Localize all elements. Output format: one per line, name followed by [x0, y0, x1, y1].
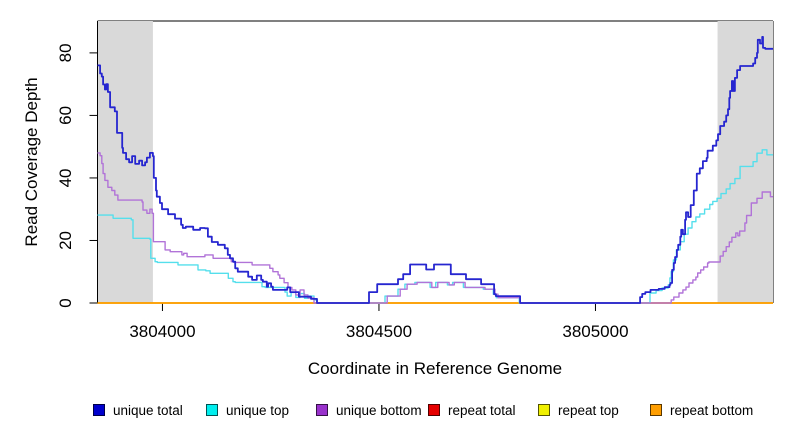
- y-axis-title: Read Coverage Depth: [22, 77, 41, 246]
- legend-item-repeat-bottom: repeat bottom: [650, 401, 753, 419]
- legend-item-unique-total: unique total: [93, 401, 183, 419]
- legend-item-unique-top: unique top: [206, 401, 289, 419]
- legend-label: repeat bottom: [670, 402, 754, 418]
- repeat-region-band: [97, 21, 153, 303]
- legend-item-unique-bottom: unique bottom: [316, 401, 422, 419]
- x-tick-label: 3804000: [129, 322, 195, 341]
- legend-swatch-icon: [316, 404, 328, 416]
- legend-label: repeat total: [448, 402, 516, 418]
- coverage-plot-canvas: 3804000 3804500 3805000 0 20 40 60 80 Coordinat…: [22, 20, 774, 378]
- x-axis-title: Coordinate in Reference Genome: [308, 359, 562, 378]
- repeat-region-band: [717, 21, 773, 303]
- x-tick-label: 3805000: [562, 322, 628, 341]
- legend-swatch-icon: [206, 404, 218, 416]
- legend-label: unique total: [113, 402, 183, 418]
- legend-swatch-icon: [538, 404, 550, 416]
- series-line-unique-bottom: [97, 152, 773, 304]
- y-tick-label: 80: [56, 43, 75, 62]
- series-line-unique-total: [97, 36, 773, 304]
- legend-label: unique top: [226, 402, 290, 418]
- plot-layers: 3804000 3804500 3805000 0 20 40 60 80: [56, 20, 774, 341]
- legend-item-repeat-top: repeat top: [538, 401, 619, 419]
- legend-swatch-icon: [428, 404, 440, 416]
- y-tick-label: 60: [56, 106, 75, 125]
- y-tick-label: 40: [56, 168, 75, 187]
- legend-swatch-icon: [650, 404, 662, 416]
- legend-swatch-icon: [93, 404, 105, 416]
- y-tick-label: 20: [56, 231, 75, 250]
- legend-item-repeat-total: repeat total: [428, 401, 516, 419]
- x-tick-label: 3804500: [346, 322, 412, 341]
- y-tick-label: 0: [56, 298, 75, 307]
- legend-label: repeat top: [558, 402, 619, 418]
- chart-legend: unique total unique top unique bottom repea…: [0, 401, 792, 423]
- legend-label: unique bottom: [336, 402, 422, 418]
